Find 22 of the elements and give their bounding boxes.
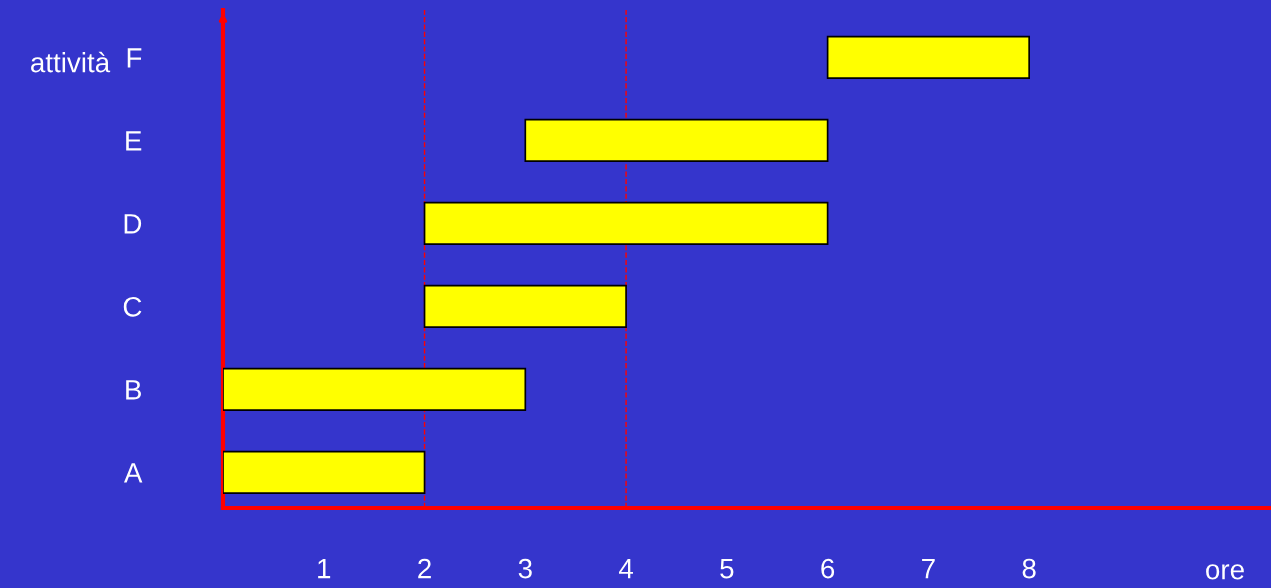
y-tick-label: C	[123, 296, 142, 317]
x-tick-label: 4	[618, 559, 633, 579]
x-tick-label: 3	[518, 558, 532, 579]
x-tick-label: 1	[318, 559, 331, 579]
bar	[223, 367, 527, 411]
x-tick-label: 5	[720, 559, 734, 579]
y-tick-label: D	[124, 214, 142, 234]
y-tick-label: B	[126, 380, 141, 400]
x-tick-label: 6	[821, 558, 835, 579]
bar	[826, 35, 1030, 79]
bar	[423, 201, 829, 245]
bar	[423, 284, 627, 328]
bar	[524, 118, 829, 162]
y-tick-label: E	[126, 131, 142, 151]
y-tick-label: F	[127, 48, 142, 68]
bar	[223, 450, 426, 494]
x-tick-label: 2	[418, 558, 431, 579]
y-axis-title: attività	[31, 51, 111, 73]
x-tick-label: 8	[1022, 558, 1036, 579]
y-tick-label: A	[123, 463, 143, 483]
x-tick-label: 7	[922, 559, 935, 579]
x-axis-title: ore	[1206, 564, 1244, 580]
